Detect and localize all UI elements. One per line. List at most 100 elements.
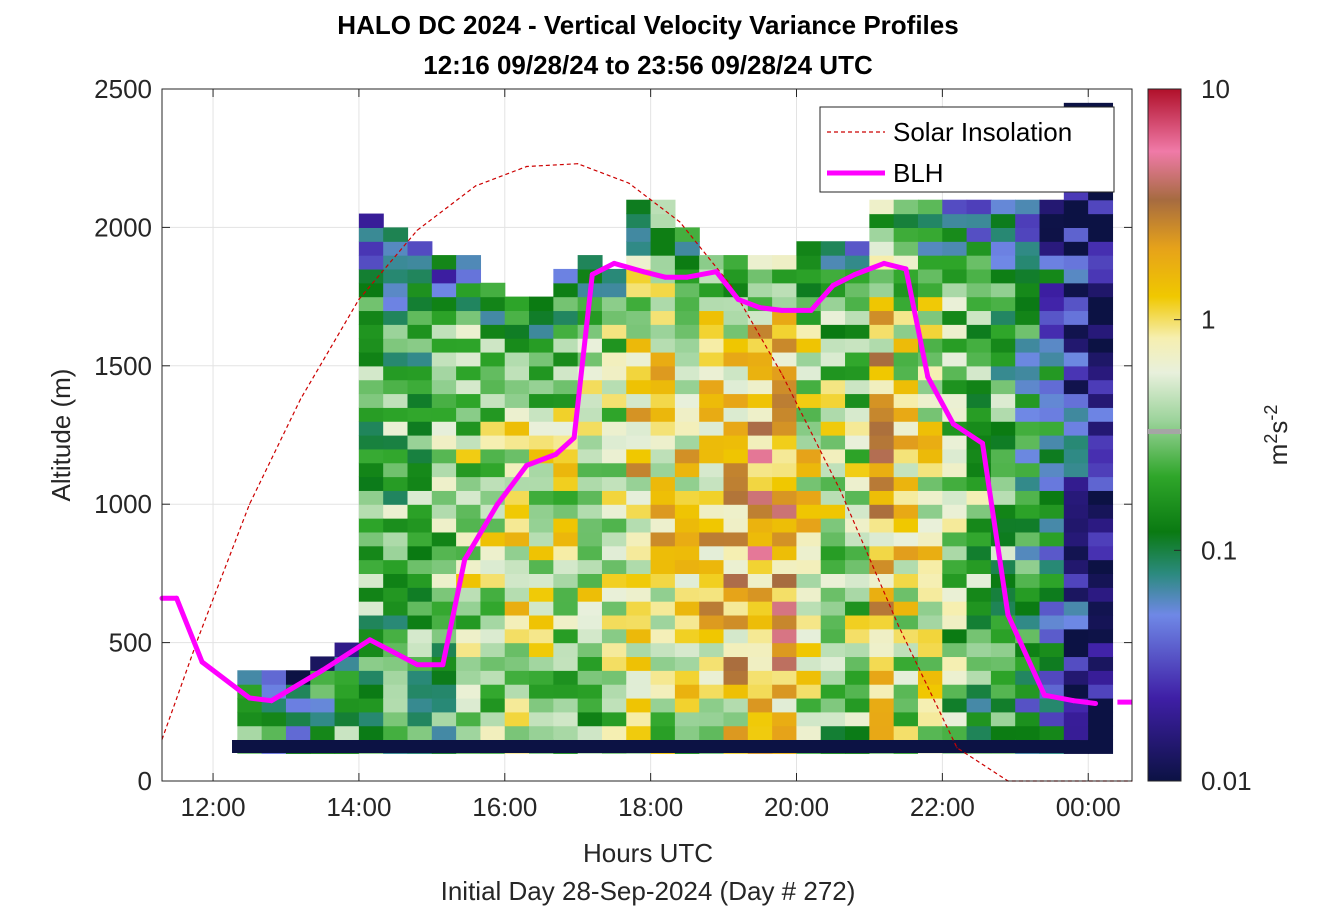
- blh-point: [268, 698, 274, 704]
- lidar-base-row: [232, 740, 1080, 753]
- heatmap-cell: [358, 725, 384, 741]
- heatmap-cell: [650, 338, 676, 353]
- heatmap-cell: [796, 324, 822, 339]
- heatmap-cell: [1039, 518, 1065, 533]
- heatmap-cell: [674, 393, 700, 408]
- heatmap-cell: [1039, 365, 1065, 381]
- heatmap-cell: [845, 490, 870, 505]
- heatmap-cell: [431, 559, 457, 574]
- heatmap-cell: [358, 407, 384, 422]
- y-tick-label: 2500: [94, 74, 152, 104]
- heatmap-cell: [407, 573, 433, 588]
- heatmap-cell: [772, 656, 798, 671]
- heatmap-cell: [796, 601, 822, 616]
- heatmap-cell: [674, 462, 700, 478]
- heatmap-cell: [480, 296, 506, 312]
- heatmap-cell: [577, 601, 603, 616]
- heatmap-cell: [577, 531, 603, 547]
- heatmap-cell: [553, 587, 579, 602]
- heatmap-cell: [699, 296, 725, 312]
- heatmap-cell: [601, 407, 627, 422]
- heatmap-cell: [237, 725, 263, 741]
- heatmap-cell: [553, 601, 579, 616]
- heatmap-cell: [431, 365, 457, 381]
- blh-point: [589, 271, 595, 277]
- heatmap-cell: [772, 518, 798, 533]
- heatmap-cell: [796, 351, 822, 367]
- heatmap-cell: [674, 407, 700, 422]
- heatmap-cell: [893, 310, 919, 325]
- heatmap-cell: [796, 614, 822, 630]
- heatmap-cell: [820, 697, 846, 713]
- heatmap-cell: [942, 462, 968, 478]
- colorbar-tick-label: 0.01: [1201, 766, 1252, 796]
- heatmap-cell: [796, 490, 822, 505]
- blh-point: [1071, 698, 1077, 704]
- heatmap-cell: [820, 628, 846, 644]
- heatmap-cell: [845, 670, 870, 685]
- heatmap-cell: [845, 407, 870, 422]
- heatmap-cell: [1088, 310, 1114, 325]
- heatmap-cell: [1063, 670, 1089, 685]
- heatmap-cell: [358, 518, 384, 533]
- solar-insolation-point: [679, 221, 681, 223]
- heatmap-cell: [699, 587, 725, 602]
- heatmap-cell: [480, 365, 506, 381]
- heatmap-cell: [942, 601, 968, 616]
- blh-point: [779, 307, 785, 313]
- heatmap-cell: [504, 587, 530, 602]
- heatmap-cell: [747, 711, 773, 727]
- heatmap-cell: [893, 725, 919, 741]
- y-tick-label: 0: [138, 766, 152, 796]
- heatmap-cell: [699, 670, 725, 685]
- heatmap-cell: [674, 559, 700, 574]
- heatmap-cell: [699, 365, 725, 381]
- heatmap-cell: [674, 656, 700, 671]
- y-axis-label: Altitude (m): [46, 369, 76, 502]
- heatmap-cell: [358, 559, 384, 574]
- x-tick-label: 22:00: [910, 792, 975, 822]
- heatmap-cell: [626, 531, 652, 547]
- heatmap-cell: [650, 725, 676, 741]
- blh-point: [174, 595, 180, 601]
- heatmap-cell: [383, 241, 409, 256]
- heatmap-cell: [431, 448, 457, 464]
- heatmap-cell: [529, 559, 554, 574]
- heatmap-cell: [845, 421, 870, 436]
- heatmap-cell: [869, 684, 895, 699]
- heatmap-cell: [1088, 545, 1114, 561]
- heatmap-cell: [1063, 310, 1089, 325]
- heatmap-cell: [966, 587, 992, 602]
- heatmap-cell: [966, 518, 992, 533]
- heatmap-cell: [772, 476, 798, 491]
- heatmap-cell: [358, 296, 384, 312]
- heatmap-cell: [796, 684, 822, 699]
- heatmap-cell: [456, 365, 482, 381]
- heatmap-cell: [650, 504, 676, 519]
- heatmap-cell: [1088, 711, 1114, 727]
- heatmap-cell: [796, 476, 822, 491]
- heatmap-cell: [358, 255, 384, 270]
- heatmap-cell: [723, 407, 749, 422]
- heatmap-cell: [869, 241, 895, 256]
- heatmap-cell: [869, 504, 895, 519]
- heatmap-cell: [966, 614, 992, 630]
- heatmap-cell: [1039, 393, 1065, 408]
- heatmap-cell: [456, 435, 482, 450]
- heatmap-cell: [796, 697, 822, 713]
- heatmap-cell: [480, 670, 506, 685]
- heatmap-cell: [553, 531, 579, 547]
- heatmap-cell: [990, 310, 1016, 325]
- heatmap-cell: [699, 531, 725, 547]
- heatmap-cell: [1063, 255, 1089, 270]
- heatmap-cell: [747, 324, 773, 339]
- heatmap-cell: [966, 684, 992, 699]
- heatmap-cell: [942, 227, 968, 242]
- blh-point: [494, 501, 500, 507]
- heatmap-cell: [917, 227, 943, 242]
- heatmap-cell: [601, 531, 627, 547]
- blh-point: [1005, 612, 1011, 618]
- heatmap-cell: [456, 282, 482, 298]
- heatmap-cell: [820, 504, 846, 519]
- heatmap-cell: [1088, 739, 1114, 754]
